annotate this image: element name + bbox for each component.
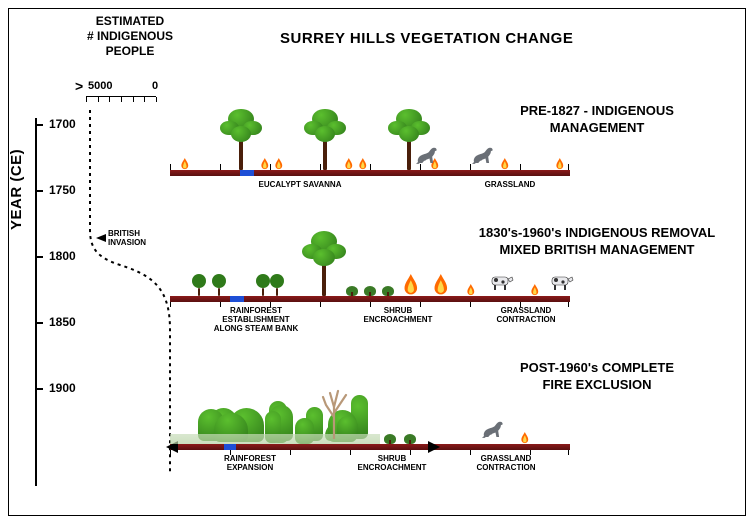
ylabel: 1750	[49, 183, 76, 197]
british-invasion-arrow	[96, 234, 106, 242]
rainforest-sapling-icon	[212, 274, 226, 296]
kangaroo-icon	[482, 419, 507, 444]
fire-icon	[520, 432, 530, 444]
eucalypt-tree-icon	[302, 110, 348, 170]
eucalypt-tree-icon	[300, 232, 348, 296]
pop-min: 0	[152, 80, 158, 92]
panel-caption: GRASSLANDCONTRACTION	[496, 306, 555, 324]
ylabel: 1850	[49, 315, 76, 329]
dead-tree-icon	[320, 387, 348, 444]
shrub-icon	[404, 434, 416, 444]
panel-post1960: RAINFORESTEXPANSIONSHRUBENCROACHMENTGRAS…	[170, 370, 570, 450]
ytick	[35, 124, 43, 126]
ytick	[35, 388, 43, 390]
fire-icon	[432, 274, 450, 296]
panel-1830-1960: RAINFORESTESTABLISHMENTALONG STEAM BANKS…	[170, 224, 570, 302]
fire-icon	[530, 284, 540, 296]
fire-icon	[555, 158, 565, 170]
expansion-arrow-right	[428, 441, 440, 453]
y-axis-line	[35, 118, 37, 486]
main-title: SURREY HILLS VEGETATION CHANGE	[280, 30, 573, 47]
stream-icon	[240, 170, 254, 176]
fire-icon	[402, 274, 420, 296]
rainforest-sapling-icon	[192, 274, 206, 296]
fire-icon	[180, 158, 190, 170]
ytick	[35, 190, 43, 192]
fire-icon	[344, 158, 354, 170]
panel-caption: GRASSLANDCONTRACTION	[476, 454, 535, 472]
panel-caption: RAINFORESTEXPANSION	[224, 454, 276, 472]
panel-pre1827: EUCALYPT SAVANNAGRASSLAND	[170, 98, 570, 176]
panel-caption: RAINFORESTESTABLISHMENTALONG STEAM BANK	[214, 306, 298, 334]
cow-icon	[488, 273, 514, 296]
pop-max: 5000	[88, 80, 112, 92]
british-invasion-label: BRITISHINVASION	[108, 230, 146, 248]
rainforest-sapling-icon	[256, 274, 270, 296]
cow-icon	[548, 273, 574, 296]
kangaroo-icon	[472, 145, 497, 170]
population-ticks	[86, 96, 156, 104]
kangaroo-icon	[416, 145, 441, 170]
fire-icon	[466, 284, 476, 296]
rainforest-sapling-icon	[270, 274, 284, 296]
ylabel: 1800	[49, 249, 76, 263]
shrub-icon	[346, 286, 358, 296]
ylabel: 1700	[49, 117, 76, 131]
y-axis-label: YEAR (CE)	[8, 149, 25, 230]
population-header: ESTIMATED# INDIGENOUSPEOPLE	[70, 14, 190, 59]
ytick	[35, 256, 43, 258]
eucalypt-tree-icon	[218, 110, 264, 170]
shrub-icon	[382, 286, 394, 296]
pop-gt: >	[75, 78, 83, 94]
shrub-icon	[364, 286, 376, 296]
panel-caption: GRASSLAND	[485, 180, 536, 189]
shrub-icon	[384, 434, 396, 444]
fire-icon	[358, 158, 368, 170]
dense-rainforest-icon	[170, 386, 380, 444]
panel-caption: EUCALYPT SAVANNA	[259, 180, 342, 189]
ylabel: 1900	[49, 381, 76, 395]
fire-icon	[260, 158, 270, 170]
fire-icon	[500, 158, 510, 170]
fire-icon	[274, 158, 284, 170]
panel-caption: SHRUBENCROACHMENT	[364, 306, 433, 324]
ground-line	[170, 170, 570, 176]
panel-caption: SHRUBENCROACHMENT	[358, 454, 427, 472]
ytick	[35, 322, 43, 324]
stream-icon	[230, 296, 244, 302]
